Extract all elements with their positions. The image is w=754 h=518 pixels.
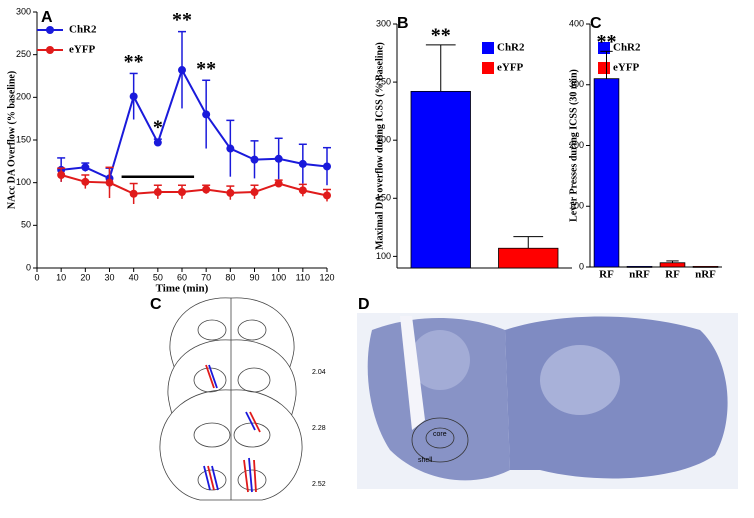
annotation: ** bbox=[196, 58, 216, 80]
x-tick-label: 50 bbox=[153, 272, 163, 282]
data-point bbox=[202, 110, 211, 119]
panel-label: C bbox=[150, 296, 162, 313]
y-tick-label: 100 bbox=[569, 201, 584, 211]
bar bbox=[692, 265, 719, 268]
x-tick-label: nRF bbox=[629, 269, 650, 281]
data-point bbox=[129, 92, 138, 101]
region-label: core bbox=[433, 431, 447, 438]
y-tick-label: 400 bbox=[569, 18, 584, 28]
x-tick-label: nRF bbox=[695, 269, 716, 281]
y-tick-label: 300 bbox=[569, 79, 584, 89]
x-tick-label: 70 bbox=[201, 272, 211, 282]
x-axis-label: Time (min) bbox=[156, 283, 209, 295]
series-line bbox=[61, 67, 328, 180]
y-tick-label: 150 bbox=[376, 193, 391, 203]
legend-marker bbox=[46, 46, 54, 54]
y-tick-label: 0 bbox=[579, 261, 584, 271]
x-tick-label: 120 bbox=[319, 272, 334, 282]
data-point bbox=[81, 163, 90, 172]
x-tick-label: 60 bbox=[177, 272, 187, 282]
y-axis-label: Maximal DA overflow during ICSS (% Basel… bbox=[374, 42, 385, 250]
legend-label: ChR2 bbox=[69, 24, 97, 36]
legend-label: ChR2 bbox=[613, 42, 641, 54]
atlas-level: 2.04 bbox=[312, 369, 326, 376]
data-point bbox=[274, 154, 283, 163]
data-point bbox=[250, 155, 259, 164]
atlas-drawing bbox=[159, 297, 303, 501]
data-point bbox=[226, 188, 235, 197]
data-point bbox=[323, 191, 331, 200]
x-tick-label: 30 bbox=[104, 272, 114, 282]
x-tick-label: 110 bbox=[296, 272, 310, 282]
x-tick-label: 100 bbox=[271, 272, 286, 282]
legend-label: eYFP bbox=[613, 62, 640, 74]
y-tick-label: 300 bbox=[376, 18, 391, 28]
data-point bbox=[323, 162, 331, 171]
panel-label: D bbox=[358, 296, 370, 313]
annotation: ** bbox=[597, 31, 617, 53]
annotation: ** bbox=[431, 25, 451, 47]
data-point bbox=[298, 159, 307, 168]
x-tick-label: RF bbox=[665, 269, 680, 281]
bar bbox=[626, 265, 653, 268]
data-point bbox=[178, 66, 186, 75]
legend-label: eYFP bbox=[69, 44, 96, 56]
panel-label: A bbox=[41, 9, 53, 26]
bar bbox=[410, 90, 471, 269]
x-tick-label: RF bbox=[599, 269, 614, 281]
legend-swatch bbox=[482, 42, 494, 54]
data-point bbox=[250, 188, 259, 197]
x-tick-label: 80 bbox=[225, 272, 235, 282]
data-point bbox=[81, 177, 90, 186]
bar bbox=[498, 247, 559, 269]
y-tick-label: 250 bbox=[376, 76, 391, 86]
y-axis-label: Lever Presses during ICSS (30 min) bbox=[568, 69, 579, 222]
data-point bbox=[298, 186, 307, 195]
data-point bbox=[153, 188, 162, 197]
data-point bbox=[178, 188, 186, 197]
region-label: shell bbox=[418, 457, 433, 464]
y-tick-label: 150 bbox=[16, 134, 31, 144]
y-tick-label: 200 bbox=[569, 140, 584, 150]
y-tick-label: 100 bbox=[376, 251, 391, 261]
y-tick-label: 100 bbox=[16, 177, 31, 187]
series-line bbox=[60, 174, 328, 197]
panel-label: C bbox=[590, 15, 602, 32]
x-tick-label: 10 bbox=[56, 272, 66, 282]
y-tick-label: 200 bbox=[376, 135, 391, 145]
data-point bbox=[105, 178, 114, 187]
data-point bbox=[129, 189, 138, 198]
panel-label: B bbox=[397, 15, 409, 32]
x-tick-label: 20 bbox=[80, 272, 90, 282]
bar bbox=[593, 78, 620, 268]
atlas-level: 2.28 bbox=[312, 425, 326, 432]
histology-image bbox=[357, 313, 738, 489]
y-tick-label: 200 bbox=[16, 92, 31, 102]
x-tick-label: 0 bbox=[34, 272, 39, 282]
data-point bbox=[153, 138, 162, 147]
legend-swatch bbox=[482, 62, 494, 74]
legend-swatch bbox=[598, 62, 610, 74]
x-tick-label: 90 bbox=[249, 272, 259, 282]
probe-tracks bbox=[203, 364, 261, 493]
bar bbox=[659, 262, 686, 268]
annotation: * bbox=[153, 117, 163, 139]
legend-label: ChR2 bbox=[497, 42, 525, 54]
data-point bbox=[202, 185, 211, 194]
y-axis-label: NAcc DA Overflow (% baseline) bbox=[6, 71, 17, 209]
x-tick-label: 40 bbox=[129, 272, 139, 282]
legend-label: eYFP bbox=[497, 62, 524, 74]
data-point bbox=[226, 144, 235, 153]
y-tick-label: 0 bbox=[26, 262, 31, 272]
y-tick-label: 250 bbox=[16, 49, 31, 59]
data-point bbox=[274, 179, 283, 188]
y-tick-label: 50 bbox=[21, 220, 31, 230]
annotation: ** bbox=[124, 51, 144, 73]
atlas-level: 2.52 bbox=[312, 481, 326, 488]
legend-marker bbox=[46, 26, 54, 34]
annotation: ** bbox=[172, 9, 192, 31]
y-tick-label: 300 bbox=[16, 6, 31, 16]
data-point bbox=[57, 170, 66, 179]
